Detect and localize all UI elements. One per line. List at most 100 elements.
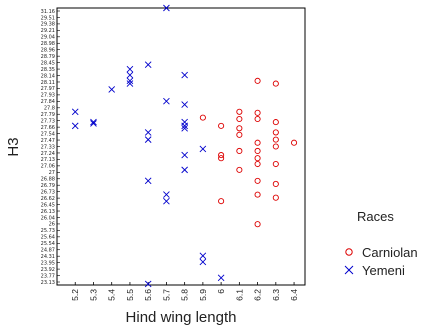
y-tick-label: 27.13 [41,157,55,163]
y-tick-label: 26.13 [41,209,55,215]
point-carniolan [254,77,261,84]
point-carniolan [236,166,243,173]
point-yemeni [90,118,97,126]
point-carniolan [236,131,243,138]
y-tick-label: 27.93 [41,93,55,99]
y-tick-label: 28.45 [41,60,55,66]
point-yemeni [144,129,152,136]
y-tick-label: 26.45 [41,202,55,208]
y-tick-label: 29.38 [41,22,55,28]
point-yemeni [181,122,188,130]
point-carniolan [218,198,225,205]
point-carniolan [236,125,243,132]
y-tick-label: 25.54 [41,241,55,247]
y-tick-label: 24.87 [41,248,55,254]
y-tick-label: 24.31 [41,254,55,260]
y-tick-label: 27.06 [41,164,55,170]
y-tick-label: 27.73 [41,118,55,124]
y-tick-label: 28.96 [41,48,55,54]
x-axis-ticks: 5.2 5.3 5.4 5.5 5.6 5.7 5.8 5.9 6 6.1 6.2 6.3 6.4 [70,282,299,301]
point-yemeni [163,197,170,205]
y-tick-label: 26 [49,222,55,228]
point-yemeni [144,280,152,288]
point-carniolan [218,152,225,159]
point-yemeni [90,120,97,127]
legend-marker-carniolan [345,248,353,256]
x-tick-label: 5.8 [180,289,190,301]
x-tick-label: 6.4 [289,289,299,301]
y-tick-label: 31.16 [41,9,55,15]
point-yemeni [181,101,188,108]
y-tick-label: 28.11 [41,80,55,86]
y-tick-label: 27.66 [41,125,55,131]
point-yemeni [126,65,134,73]
point-carniolan [254,160,261,168]
y-tick-label: 25.64 [41,235,55,241]
y-tick-label: 28.98 [41,41,55,47]
point-yemeni [181,71,188,79]
point-yemeni [126,77,134,85]
y-tick-label: 29.21 [41,28,55,34]
y-tick-label: 23.77 [41,273,55,279]
y-tick-label: 26.79 [41,183,55,189]
x-tick-label: 5.6 [143,289,153,301]
y-tick-label: 27.47 [41,138,55,144]
point-carniolan [272,80,279,87]
point-yemeni [199,252,207,260]
point-yemeni [163,97,170,105]
point-carniolan [272,136,279,143]
point-carniolan [254,147,261,155]
x-tick-label: 5.5 [125,289,135,301]
x-tick-label: 6 [216,289,226,294]
y-tick-label: 23.13 [41,280,55,286]
point-carniolan [199,114,206,121]
point-yemeni [71,122,79,130]
point-yemeni [217,274,225,282]
y-tick-label: 25.73 [41,228,55,234]
x-tick-label: 6.2 [253,289,263,301]
y-tick-label: 28.79 [41,54,55,60]
point-carniolan [272,129,279,136]
point-carniolan [254,177,261,184]
y-tick-label: 27.33 [41,144,55,150]
point-yemeni [181,166,188,174]
point-yemeni [163,191,170,198]
y-axis-title: H3 [5,137,22,156]
y-tick-label: 27.54 [41,131,55,137]
y-tick-label: 29.51 [41,15,55,21]
x-tick-label: 5.3 [88,289,98,301]
point-carniolan [236,147,243,155]
point-carniolan [254,155,261,162]
y-tick-label: 27 [49,170,55,176]
point-yemeni [163,4,170,12]
x-tick-label: 6.1 [234,289,244,301]
point-carniolan [254,115,261,123]
point-yemeni [199,258,207,266]
point-yemeni [144,61,152,69]
y-tick-label: 27.84 [41,99,55,105]
point-yemeni [71,108,79,116]
point-carniolan [236,115,243,123]
y-tick-label: 23.95 [41,260,55,266]
x-tick-label: 5.9 [198,289,208,301]
y-tick-label: 26.73 [41,189,55,195]
point-carniolan [218,155,225,162]
legend-title: Races [357,209,394,224]
y-tick-label: 27.24 [41,151,55,157]
point-carniolan [254,221,261,228]
y-tick-label: 27.97 [41,86,55,92]
y-tick-label: 27.79 [41,112,55,118]
point-carniolan [218,122,225,129]
legend-label-carniolan: Carniolan [362,245,418,260]
point-carniolan [272,194,279,201]
point-carniolan [272,160,279,168]
y-tick-label: 26.04 [41,215,55,221]
point-yemeni [181,151,188,159]
y-tick-label: 28.14 [41,73,55,79]
point-carniolan [291,139,298,146]
y-tick-label: 29.04 [41,35,55,41]
point-carniolan [254,191,261,198]
point-yemeni [108,86,116,93]
point-yemeni [181,124,188,132]
y-axis-ticks: 31.1629.5129.3829.2129.0428.9828.9628.79… [41,9,60,286]
